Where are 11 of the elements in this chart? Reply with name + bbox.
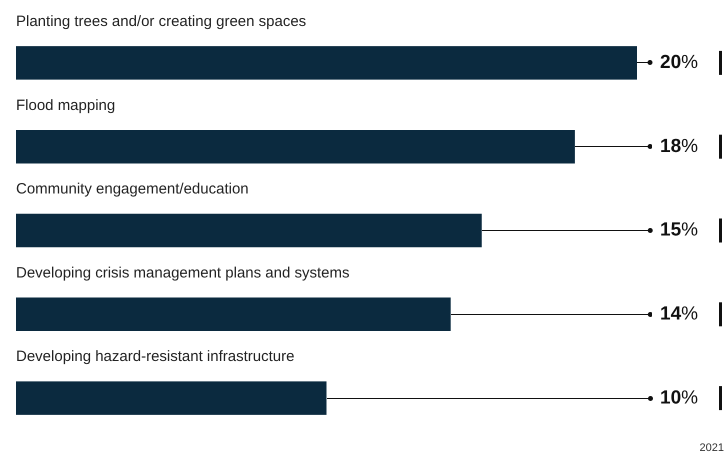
y-tick-label: Developing hazard-resistant infrastructure	[16, 348, 294, 366]
y-tick-label: Developing crisis management plans and systems	[16, 264, 350, 282]
data-label: 14%	[660, 304, 698, 325]
data-label: 18%	[660, 136, 698, 157]
data-label: 10%	[660, 387, 698, 408]
y-tick-label: Flood mapping	[16, 96, 116, 114]
data-label: 15%	[660, 220, 698, 241]
text: 2021	[700, 442, 724, 454]
y-tick-label: Planting trees and/or creating green spaces	[16, 13, 306, 30]
y-tick-label: Community engagement/education	[16, 180, 249, 198]
data-label: 20%	[660, 52, 698, 74]
